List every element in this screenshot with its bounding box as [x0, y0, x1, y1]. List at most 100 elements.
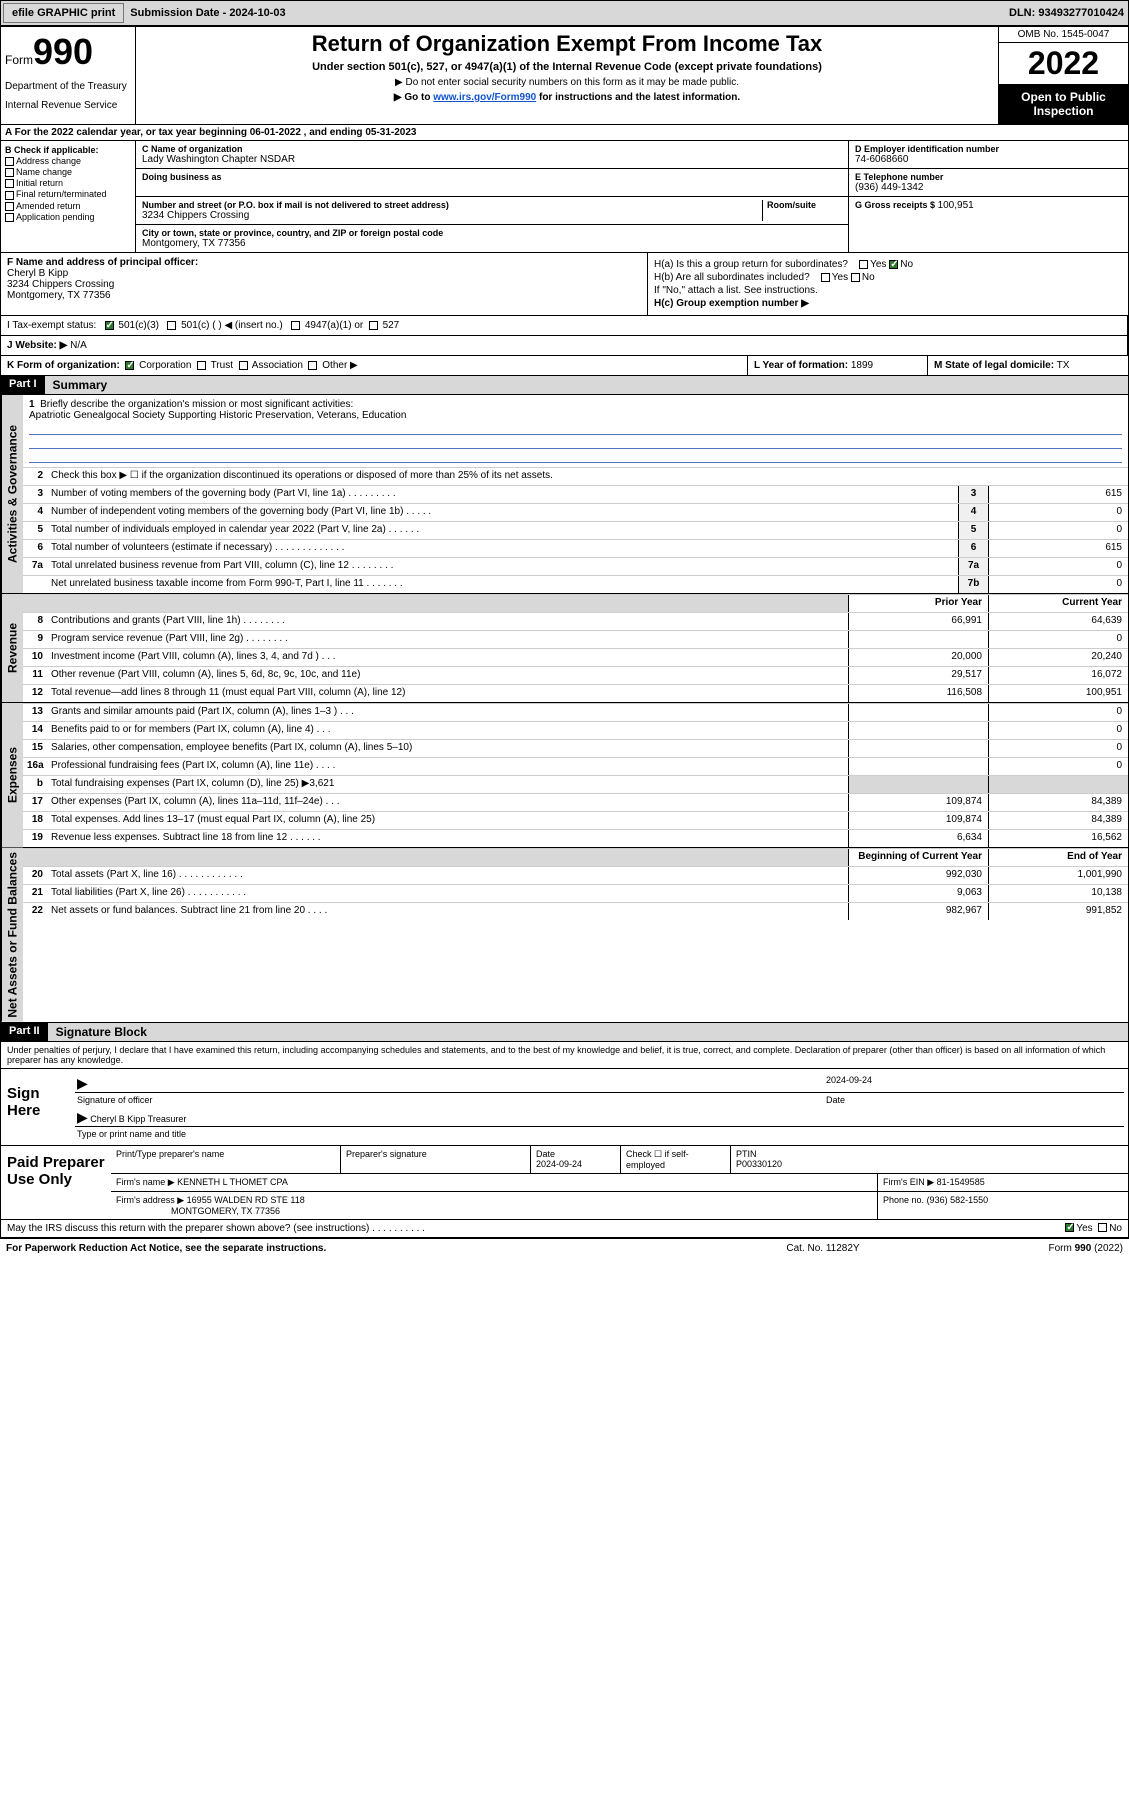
l21: Total liabilities (Part X, line 26) . . …: [47, 885, 848, 902]
l22-curr: 991,852: [988, 903, 1128, 920]
cb-corp[interactable]: [125, 361, 134, 370]
penalty-statement: Under penalties of perjury, I declare th…: [0, 1042, 1129, 1069]
dba-label: Doing business as: [142, 172, 842, 182]
street-label: Number and street (or P.O. box if mail i…: [142, 200, 762, 210]
firm-addr-label: Firm's address ▶: [116, 1195, 184, 1205]
l17: Other expenses (Part IX, column (A), lin…: [47, 794, 848, 811]
row-m: M State of legal domicile: TX: [928, 356, 1128, 375]
l10-prior: 20,000: [848, 649, 988, 666]
disclose-yes[interactable]: [1065, 1223, 1074, 1232]
type-name-label: Type or print name and title: [75, 1127, 1124, 1141]
city: Montgomery, TX 77356: [142, 238, 842, 249]
omb-number: OMB No. 1545-0047: [999, 27, 1128, 43]
part1-header: Part I: [1, 376, 45, 394]
l6: Total number of volunteers (estimate if …: [47, 540, 958, 557]
topbar: efile GRAPHIC print Submission Date - 20…: [0, 0, 1129, 26]
disclose-no[interactable]: [1098, 1223, 1107, 1232]
irs: Internal Revenue Service: [5, 100, 131, 111]
l12: Total revenue—add lines 8 through 11 (mu…: [47, 685, 848, 702]
part2-header: Part II: [1, 1023, 48, 1041]
prep-name-hdr: Print/Type preparer's name: [111, 1146, 341, 1173]
l14-curr: 0: [988, 722, 1128, 739]
paperwork-notice: For Paperwork Reduction Act Notice, see …: [6, 1243, 723, 1254]
hb-no[interactable]: [851, 273, 860, 282]
row-j: J Website: ▶ N/A: [1, 336, 1128, 355]
l5: Total number of individuals employed in …: [47, 522, 958, 539]
row-l: L Year of formation: 1899: [748, 356, 928, 375]
l10-curr: 20,240: [988, 649, 1128, 666]
cb-501c[interactable]: [167, 321, 176, 330]
l8-prior: 66,991: [848, 613, 988, 630]
sign-here-label: Sign Here: [1, 1069, 71, 1145]
part2-title: Signature Block: [48, 1023, 1128, 1041]
gross-label: G Gross receipts $: [855, 200, 935, 210]
l12-prior: 116,508: [848, 685, 988, 702]
l16a-curr: 0: [988, 758, 1128, 775]
part1-title: Summary: [45, 376, 1128, 394]
l21-curr: 10,138: [988, 885, 1128, 902]
l9-curr: 0: [988, 631, 1128, 648]
section-b: B Check if applicable: Address change Na…: [1, 141, 136, 252]
form-label: Form: [5, 53, 33, 67]
city-label: City or town, state or province, country…: [142, 228, 842, 238]
l15: Salaries, other compensation, employee b…: [47, 740, 848, 757]
l19: Revenue less expenses. Subtract line 18 …: [47, 830, 848, 847]
l16a: Professional fundraising fees (Part IX, …: [47, 758, 848, 775]
ha-label: H(a) Is this a group return for subordin…: [654, 259, 848, 270]
ein-label: D Employer identification number: [855, 144, 1122, 154]
l18-curr: 84,389: [988, 812, 1128, 829]
cb-4947[interactable]: [291, 321, 300, 330]
ha-no[interactable]: [889, 260, 898, 269]
l8-curr: 64,639: [988, 613, 1128, 630]
l15-curr: 0: [988, 740, 1128, 757]
officer-street: 3234 Chippers Crossing: [7, 279, 641, 290]
cb-address-change[interactable]: Address change: [5, 156, 131, 166]
l22-prior: 982,967: [848, 903, 988, 920]
cb-assoc[interactable]: [239, 361, 248, 370]
prior-year-hdr: Prior Year: [848, 595, 988, 612]
l7a: Total unrelated business revenue from Pa…: [47, 558, 958, 575]
cb-527[interactable]: [369, 321, 378, 330]
cb-final[interactable]: Final return/terminated: [5, 189, 131, 199]
prep-sig-hdr: Preparer's signature: [341, 1146, 531, 1173]
ein: 74-6068660: [855, 154, 1122, 165]
form990-link[interactable]: www.irs.gov/Form990: [433, 92, 536, 103]
hb-label: H(b) Are all subordinates included?: [654, 272, 810, 283]
ssn-warning: ▶ Do not enter social security numbers o…: [140, 77, 994, 88]
prep-date: 2024-09-24: [536, 1159, 615, 1169]
l17-curr: 84,389: [988, 794, 1128, 811]
cb-other[interactable]: [308, 361, 317, 370]
l18: Total expenses. Add lines 13–17 (must eq…: [47, 812, 848, 829]
sig-officer-label: Signature of officer: [75, 1093, 824, 1107]
l2: Check this box ▶ ☐ if the organization d…: [47, 468, 1128, 485]
cb-501c3[interactable]: [105, 321, 114, 330]
hb-yes[interactable]: [821, 273, 830, 282]
l1-label: Briefly describe the organization's miss…: [40, 399, 353, 410]
officer-name: Cheryl B Kipp: [7, 268, 641, 279]
cb-initial[interactable]: Initial return: [5, 178, 131, 188]
l11: Other revenue (Part VIII, column (A), li…: [47, 667, 848, 684]
row-k: K Form of organization: Corporation Trus…: [1, 356, 748, 375]
l21-prior: 9,063: [848, 885, 988, 902]
ptin: P00330120: [736, 1159, 1123, 1169]
tax-year: 2022: [999, 43, 1128, 84]
firm-ein: 81-1549585: [937, 1177, 985, 1187]
l16b: Total fundraising expenses (Part IX, col…: [47, 776, 848, 793]
cat-no: Cat. No. 11282Y: [723, 1243, 923, 1254]
tel-label: E Telephone number: [855, 172, 1122, 182]
cb-name-change[interactable]: Name change: [5, 167, 131, 177]
firm-phone-label: Phone no.: [883, 1195, 924, 1205]
form-header: Form990 Department of the Treasury Inter…: [0, 26, 1129, 125]
cb-application[interactable]: Application pending: [5, 212, 131, 222]
cb-amended[interactable]: Amended return: [5, 201, 131, 211]
efile-print-button[interactable]: efile GRAPHIC print: [3, 3, 124, 23]
cb-trust[interactable]: [197, 361, 206, 370]
l6-val: 615: [988, 540, 1128, 557]
l3: Number of voting members of the governin…: [47, 486, 958, 503]
l4-val: 0: [988, 504, 1128, 521]
current-year-hdr: Current Year: [988, 595, 1128, 612]
ha-yes[interactable]: [859, 260, 868, 269]
firm-addr1: 16955 WALDEN RD STE 118: [187, 1195, 305, 1205]
hc-label: H(c) Group exemption number ▶: [654, 298, 1122, 309]
instructions-line: ▶ Go to www.irs.gov/Form990 for instruct…: [140, 92, 994, 103]
